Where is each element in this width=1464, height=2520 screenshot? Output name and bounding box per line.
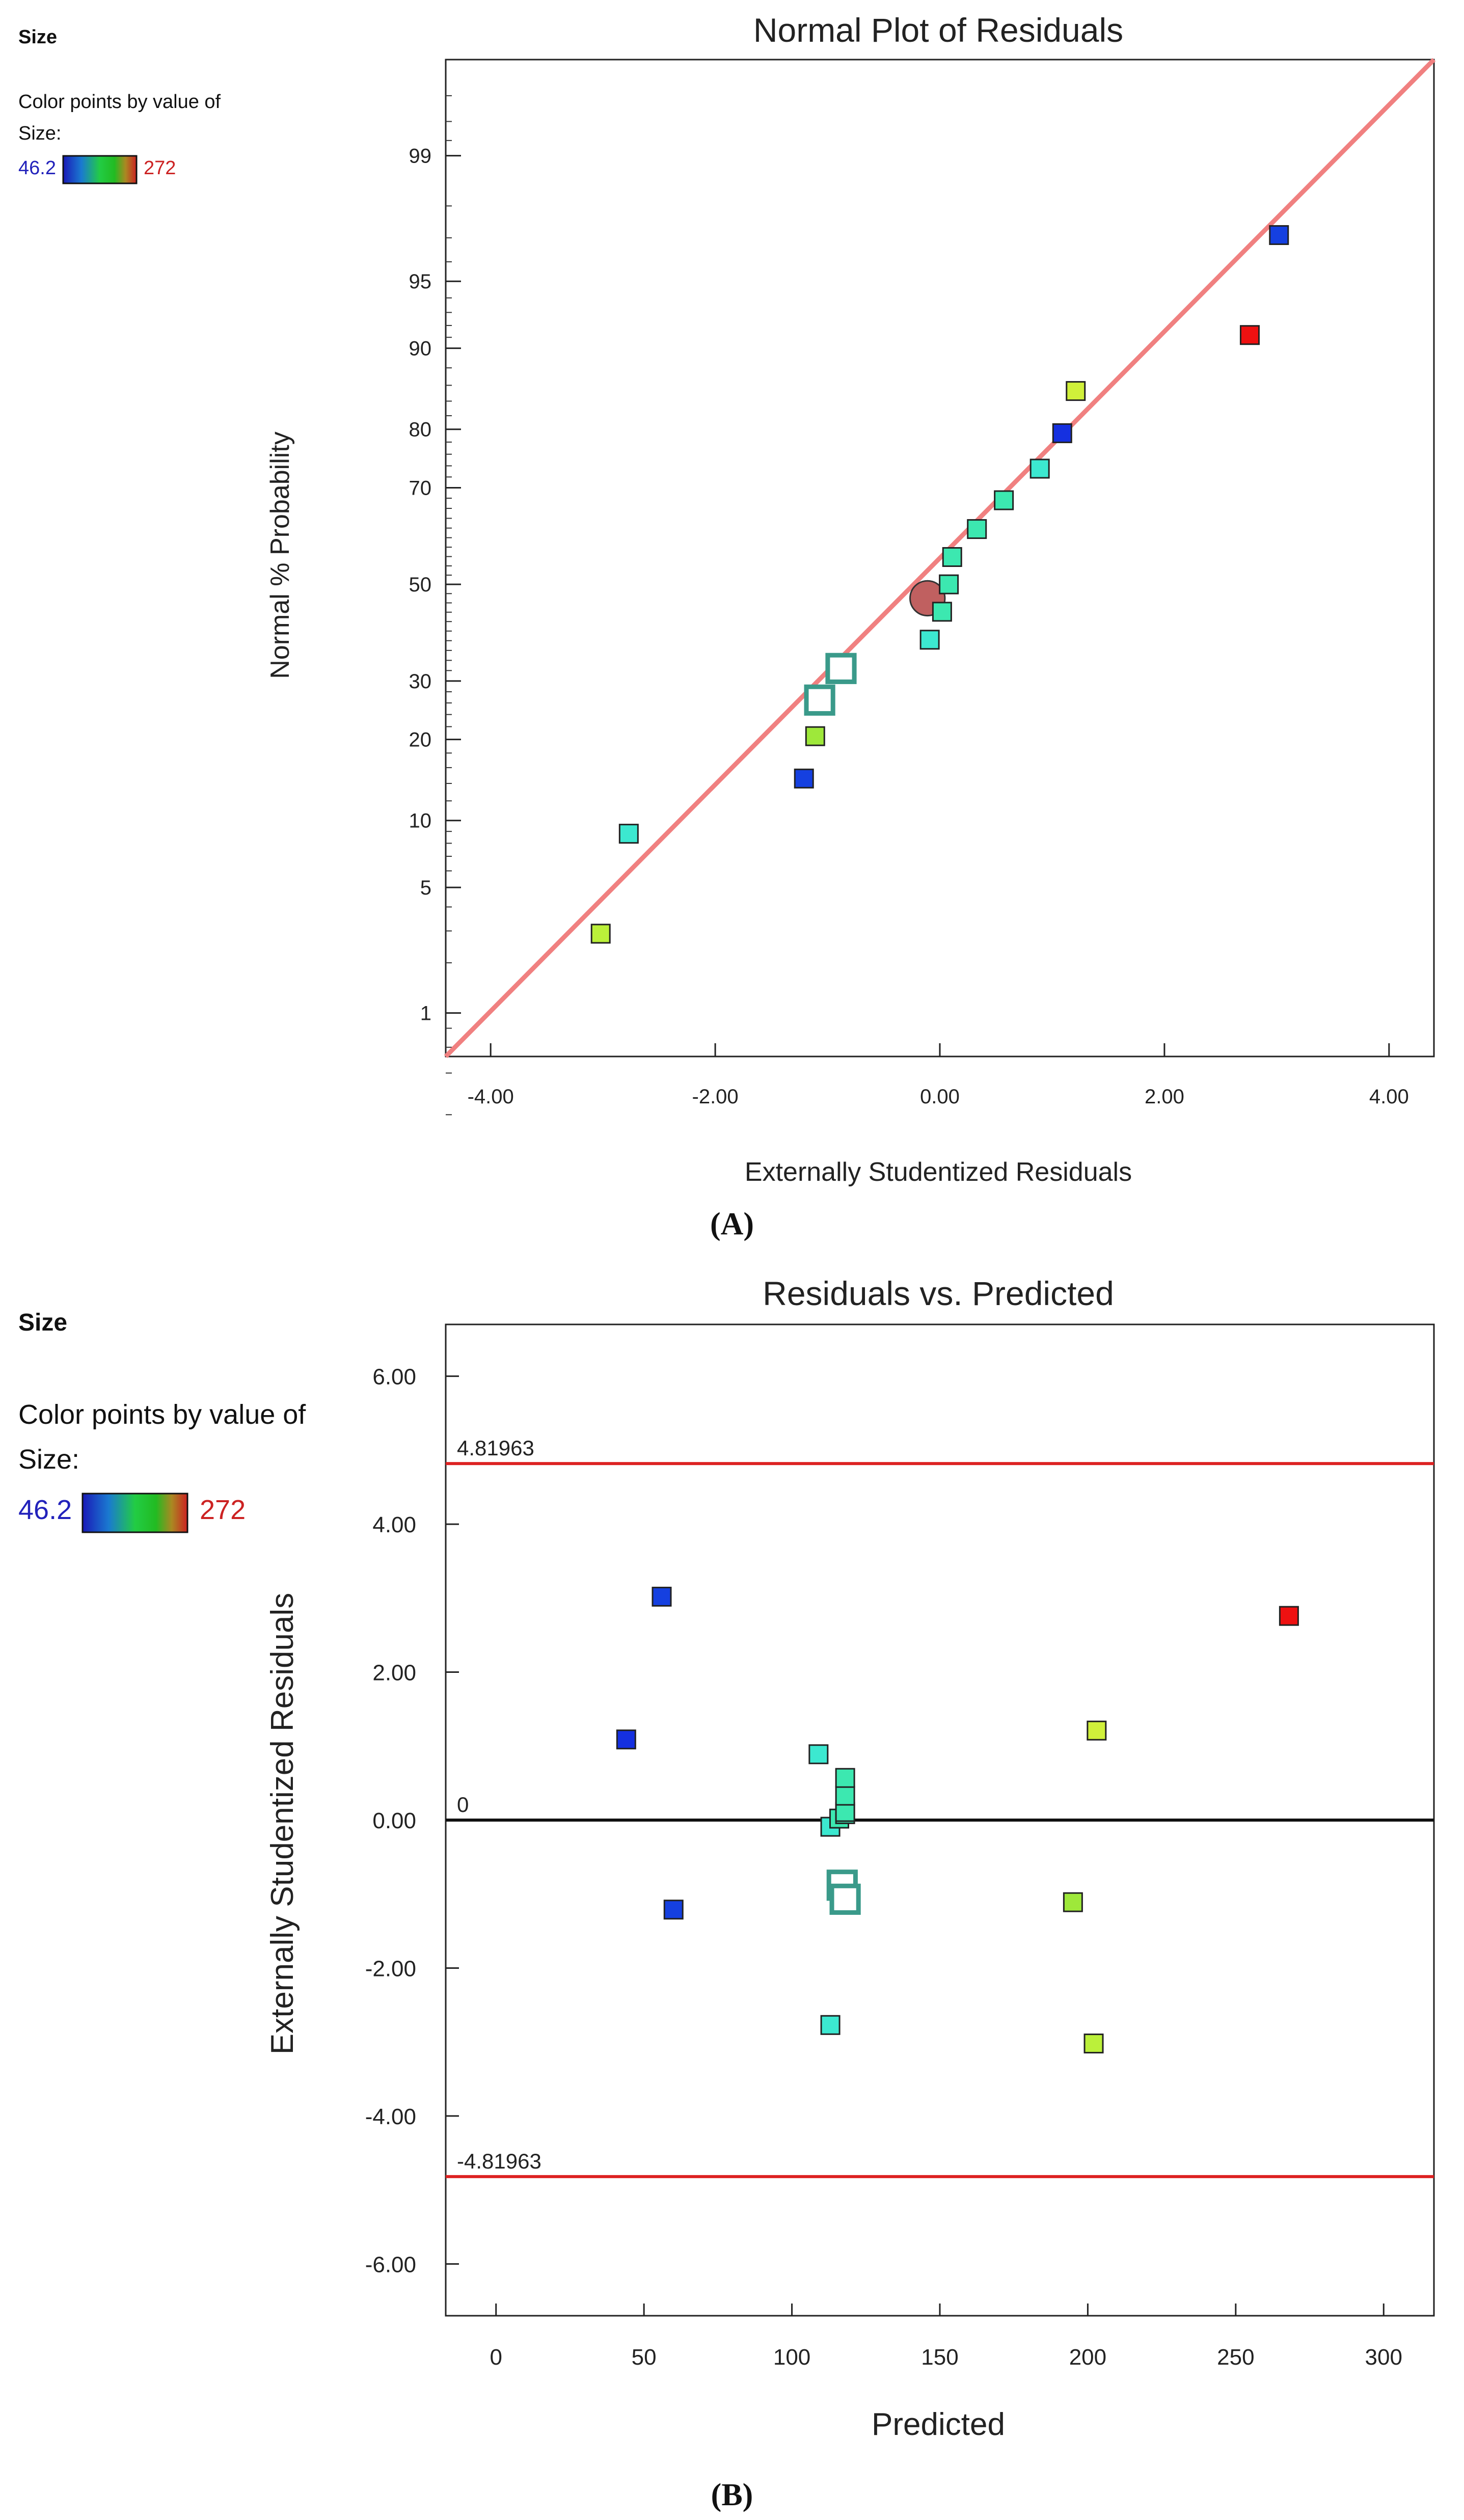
residual-point-b bbox=[652, 1586, 672, 1607]
legend-b-min: 46.2 bbox=[18, 1495, 72, 1525]
legend-a: Size Color points by value of Size: 46.2… bbox=[18, 26, 226, 184]
x-tick-label-a: 0.00 bbox=[920, 1086, 960, 1108]
reference-line-label-b: 4.81963 bbox=[457, 1436, 534, 1460]
residual-point-a bbox=[1239, 325, 1260, 345]
y-tick-label-a: 80 bbox=[409, 419, 432, 441]
residual-point-a bbox=[939, 574, 959, 594]
residual-point-a bbox=[942, 547, 962, 567]
legend-a-caption: Color points by value of Size: bbox=[18, 91, 226, 144]
x-tick-label-b: 200 bbox=[1069, 2345, 1106, 2370]
y-tick-label-b: -6.00 bbox=[365, 2252, 416, 2277]
residual-point-b bbox=[820, 2015, 841, 2035]
panel-b: Size Color points by value of Size: 46.2… bbox=[18, 1275, 1435, 2512]
residual-point-a bbox=[1052, 423, 1072, 443]
y-tick-label-a: 99 bbox=[409, 145, 432, 168]
legend-a-title: Size bbox=[18, 26, 57, 48]
residual-point-b bbox=[1087, 1720, 1107, 1741]
x-axis-a: -4.00 -2.00 0.00 2.00 4.00 bbox=[468, 1043, 1409, 1108]
y-axis-a: 1 5 10 20 30 50 70 80 90 95 99 bbox=[409, 95, 461, 1116]
x-tick-label-a: 2.00 bbox=[1145, 1086, 1184, 1108]
caption-b: (B) bbox=[711, 2478, 753, 2512]
y-tick-label-a: 50 bbox=[409, 574, 432, 596]
residual-point-a bbox=[825, 653, 857, 684]
panel-a: Size Color points by value of Size: 46.2… bbox=[18, 11, 1436, 1241]
chart-b-xlabel: Predicted bbox=[872, 2407, 1005, 2442]
chart-b-title: Residuals vs. Predicted bbox=[763, 1275, 1114, 1312]
x-tick-label-b: 250 bbox=[1217, 2345, 1254, 2370]
y-tick-label-a: 90 bbox=[409, 338, 432, 360]
residual-point-a bbox=[794, 768, 814, 789]
y-tick-label-a: 30 bbox=[409, 670, 432, 693]
reference-line-label-b: -4.81963 bbox=[457, 2149, 541, 2173]
residual-point-a bbox=[967, 519, 987, 539]
y-tick-label-a: 95 bbox=[409, 270, 432, 293]
x-tick-label-b: 150 bbox=[921, 2345, 958, 2370]
residual-point-b bbox=[808, 1744, 829, 1765]
residual-point-a bbox=[919, 630, 940, 650]
chart-a-xlabel: Externally Studentized Residuals bbox=[745, 1157, 1132, 1187]
y-tick-label-a: 1 bbox=[420, 1002, 431, 1025]
x-tick-label-b: 100 bbox=[773, 2345, 810, 2370]
y-tick-label-a: 10 bbox=[409, 810, 432, 832]
y-axis-b: 6.00 4.00 2.00 0.00 -2.00 -4.00 -6.00 bbox=[365, 1365, 459, 2277]
y-tick-label-b: 6.00 bbox=[372, 1365, 416, 1390]
residual-point-b bbox=[1063, 1892, 1083, 1912]
residual-point-b bbox=[1279, 1606, 1299, 1626]
x-tick-label-b: 50 bbox=[632, 2345, 657, 2370]
residual-point-a bbox=[805, 726, 825, 746]
x-tick-label-b: 300 bbox=[1365, 2345, 1402, 2370]
legend-b-title: Size bbox=[18, 1309, 67, 1336]
y-tick-label-b: 0.00 bbox=[372, 1808, 416, 1833]
points-b bbox=[616, 1586, 1299, 2054]
chart-a-ylabel: Normal % Probability bbox=[265, 431, 295, 679]
chart-a-title: Normal Plot of Residuals bbox=[753, 11, 1123, 49]
y-tick-label-b: -2.00 bbox=[365, 1956, 416, 1981]
residual-point-b bbox=[616, 1729, 636, 1750]
x-tick-label-a: 4.00 bbox=[1369, 1086, 1409, 1108]
residual-point-b bbox=[835, 1768, 855, 1788]
legend-a-colorbar bbox=[62, 155, 138, 184]
legend-b: Size Color points by value of Size: 46.2… bbox=[18, 1309, 313, 1533]
y-tick-label-a: 70 bbox=[409, 477, 432, 499]
reference-lines-b: 4.81963 0 -4.81963 bbox=[446, 1436, 1434, 2178]
residual-point-a bbox=[618, 824, 639, 844]
y-tick-label-b: 4.00 bbox=[372, 1512, 416, 1537]
fit-line-a bbox=[444, 58, 1436, 1059]
x-tick-label-a: -2.00 bbox=[692, 1086, 739, 1108]
residual-point-a bbox=[1269, 225, 1289, 245]
legend-b-caption: Color points by value of Size: bbox=[18, 1399, 313, 1475]
x-tick-label-a: -4.00 bbox=[468, 1086, 514, 1108]
y-tick-label-a: 5 bbox=[420, 877, 431, 899]
residual-point-b bbox=[835, 1785, 855, 1806]
chart-b-ylabel: Externally Studentized Residuals bbox=[265, 1593, 300, 2054]
points-a bbox=[590, 225, 1289, 944]
residual-point-a bbox=[932, 602, 952, 622]
residual-point-a bbox=[804, 684, 835, 716]
x-axis-b: 0 50 100 150 200 250 300 bbox=[490, 2304, 1402, 2370]
y-tick-label-b: -4.00 bbox=[365, 2104, 416, 2129]
legend-a-min: 46.2 bbox=[18, 157, 56, 179]
residual-point-a bbox=[1029, 458, 1050, 479]
legend-a-max: 272 bbox=[144, 157, 176, 179]
residual-point-b bbox=[829, 1883, 861, 1915]
residual-point-a bbox=[590, 924, 611, 944]
reference-line-label-b: 0 bbox=[457, 1793, 469, 1817]
legend-b-colorbar bbox=[82, 1493, 188, 1533]
residual-point-b bbox=[1083, 2034, 1104, 2054]
residual-point-a bbox=[1066, 381, 1086, 401]
residual-point-b bbox=[663, 1900, 684, 1920]
y-tick-label-b: 2.00 bbox=[372, 1661, 416, 1686]
caption-a: (A) bbox=[710, 1207, 754, 1241]
y-tick-label-a: 20 bbox=[409, 729, 432, 751]
legend-b-max: 272 bbox=[200, 1495, 246, 1525]
x-tick-label-b: 0 bbox=[490, 2345, 502, 2370]
residual-point-a bbox=[994, 490, 1014, 510]
